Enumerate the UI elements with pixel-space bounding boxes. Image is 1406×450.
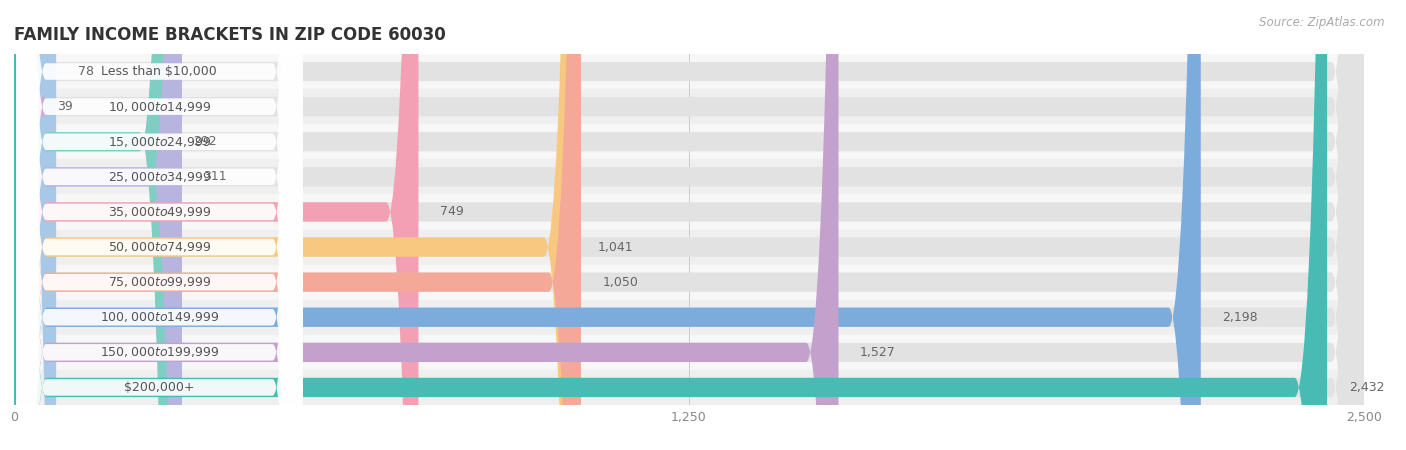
FancyBboxPatch shape: [14, 0, 838, 450]
FancyBboxPatch shape: [17, 0, 302, 450]
Text: 311: 311: [204, 171, 228, 183]
FancyBboxPatch shape: [14, 0, 1364, 450]
FancyBboxPatch shape: [14, 0, 1364, 450]
Text: $35,000 to $49,999: $35,000 to $49,999: [107, 205, 211, 219]
Text: Source: ZipAtlas.com: Source: ZipAtlas.com: [1260, 16, 1385, 29]
FancyBboxPatch shape: [14, 0, 1201, 450]
Text: 2,432: 2,432: [1348, 381, 1384, 394]
Text: $150,000 to $199,999: $150,000 to $199,999: [100, 345, 219, 360]
Bar: [14, 159, 1364, 194]
FancyBboxPatch shape: [17, 0, 302, 450]
FancyBboxPatch shape: [17, 0, 302, 450]
FancyBboxPatch shape: [14, 0, 1364, 450]
FancyBboxPatch shape: [17, 0, 302, 450]
Text: $100,000 to $149,999: $100,000 to $149,999: [100, 310, 219, 324]
Text: 1,050: 1,050: [603, 276, 638, 288]
Text: 749: 749: [440, 206, 464, 218]
FancyBboxPatch shape: [17, 0, 302, 450]
FancyBboxPatch shape: [14, 0, 172, 450]
Bar: [14, 89, 1364, 124]
FancyBboxPatch shape: [14, 0, 419, 450]
FancyBboxPatch shape: [14, 0, 1364, 450]
Text: FAMILY INCOME BRACKETS IN ZIP CODE 60030: FAMILY INCOME BRACKETS IN ZIP CODE 60030: [14, 26, 446, 44]
Text: $15,000 to $24,999: $15,000 to $24,999: [107, 135, 211, 149]
FancyBboxPatch shape: [14, 0, 56, 450]
Bar: [14, 54, 1364, 89]
FancyBboxPatch shape: [17, 0, 302, 450]
FancyBboxPatch shape: [14, 0, 1364, 450]
Text: 1,527: 1,527: [860, 346, 896, 359]
Text: $50,000 to $74,999: $50,000 to $74,999: [107, 240, 211, 254]
Bar: [14, 230, 1364, 265]
FancyBboxPatch shape: [14, 0, 1364, 450]
FancyBboxPatch shape: [17, 0, 302, 450]
Text: $75,000 to $99,999: $75,000 to $99,999: [107, 275, 211, 289]
FancyBboxPatch shape: [17, 0, 302, 450]
Bar: [14, 124, 1364, 159]
Text: $10,000 to $14,999: $10,000 to $14,999: [107, 99, 211, 114]
FancyBboxPatch shape: [17, 0, 302, 450]
Bar: [14, 265, 1364, 300]
FancyBboxPatch shape: [14, 0, 576, 450]
Text: $25,000 to $34,999: $25,000 to $34,999: [107, 170, 211, 184]
Bar: [14, 300, 1364, 335]
FancyBboxPatch shape: [17, 0, 302, 450]
Text: 78: 78: [77, 65, 94, 78]
FancyBboxPatch shape: [14, 0, 581, 450]
Text: 1,041: 1,041: [598, 241, 633, 253]
FancyBboxPatch shape: [14, 0, 1364, 450]
FancyBboxPatch shape: [14, 0, 1327, 450]
Bar: [14, 370, 1364, 405]
Text: 292: 292: [193, 135, 217, 148]
FancyBboxPatch shape: [14, 0, 1364, 450]
FancyBboxPatch shape: [3, 0, 46, 450]
Text: 2,198: 2,198: [1222, 311, 1258, 324]
Bar: [14, 335, 1364, 370]
Text: 39: 39: [56, 100, 73, 113]
FancyBboxPatch shape: [14, 0, 1364, 450]
Text: $200,000+: $200,000+: [124, 381, 194, 394]
FancyBboxPatch shape: [14, 0, 181, 450]
Bar: [14, 194, 1364, 230]
FancyBboxPatch shape: [14, 0, 1364, 450]
Text: Less than $10,000: Less than $10,000: [101, 65, 217, 78]
